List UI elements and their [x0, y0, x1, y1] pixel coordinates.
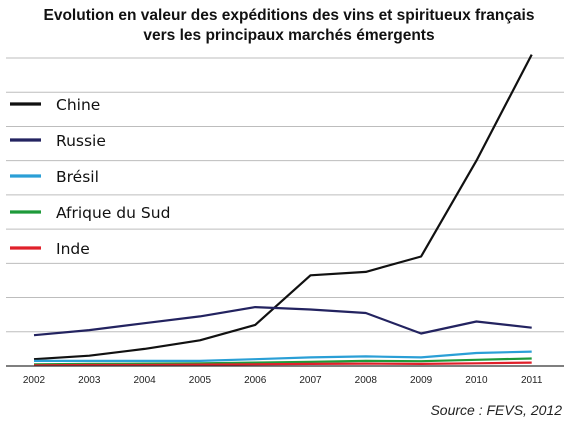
x-tick-label: 2007 [299, 375, 322, 386]
legend-label-brésil: Brésil [56, 168, 99, 186]
chart-title: Evolution en valeur des expéditions des … [0, 6, 578, 46]
x-tick-label: 2003 [78, 375, 101, 386]
x-tick-label: 2009 [410, 375, 433, 386]
source-note: Source : FEVS, 2012 [430, 402, 562, 418]
series-line-inde [33, 361, 532, 367]
chart-title-line-2: vers les principaux marchés émergents [143, 27, 435, 44]
x-tick-label: 2005 [189, 375, 212, 386]
series-line-brésil [34, 350, 532, 362]
chart-title-line-1: Evolution en valeur des expéditions des … [43, 7, 535, 24]
legend-label-afrique-du-sud: Afrique du Sud [56, 204, 170, 222]
x-tick-label: 2002 [23, 375, 46, 386]
x-tick-label: 2004 [133, 375, 156, 386]
series-line-russie [33, 306, 532, 337]
x-tick-label: 2006 [244, 375, 267, 386]
series-line-chine [33, 54, 533, 361]
legend: Chine Russie Brésil Afrique du Sud Inde [10, 96, 170, 258]
series-lines [33, 54, 533, 367]
legend-label-chine: Chine [56, 96, 100, 114]
legend-label-inde: Inde [56, 240, 90, 258]
series-line-afrique-du-sud [33, 357, 532, 366]
gridlines [6, 57, 564, 333]
x-tick-label: 2010 [465, 375, 488, 386]
x-axis: 2002 2003 2004 2005 2006 2007 2008 2009 2010 2011 [6, 365, 564, 386]
x-tick-label: 2011 [521, 375, 543, 386]
legend-label-russie: Russie [56, 132, 106, 150]
x-tick-label: 2008 [355, 375, 378, 386]
